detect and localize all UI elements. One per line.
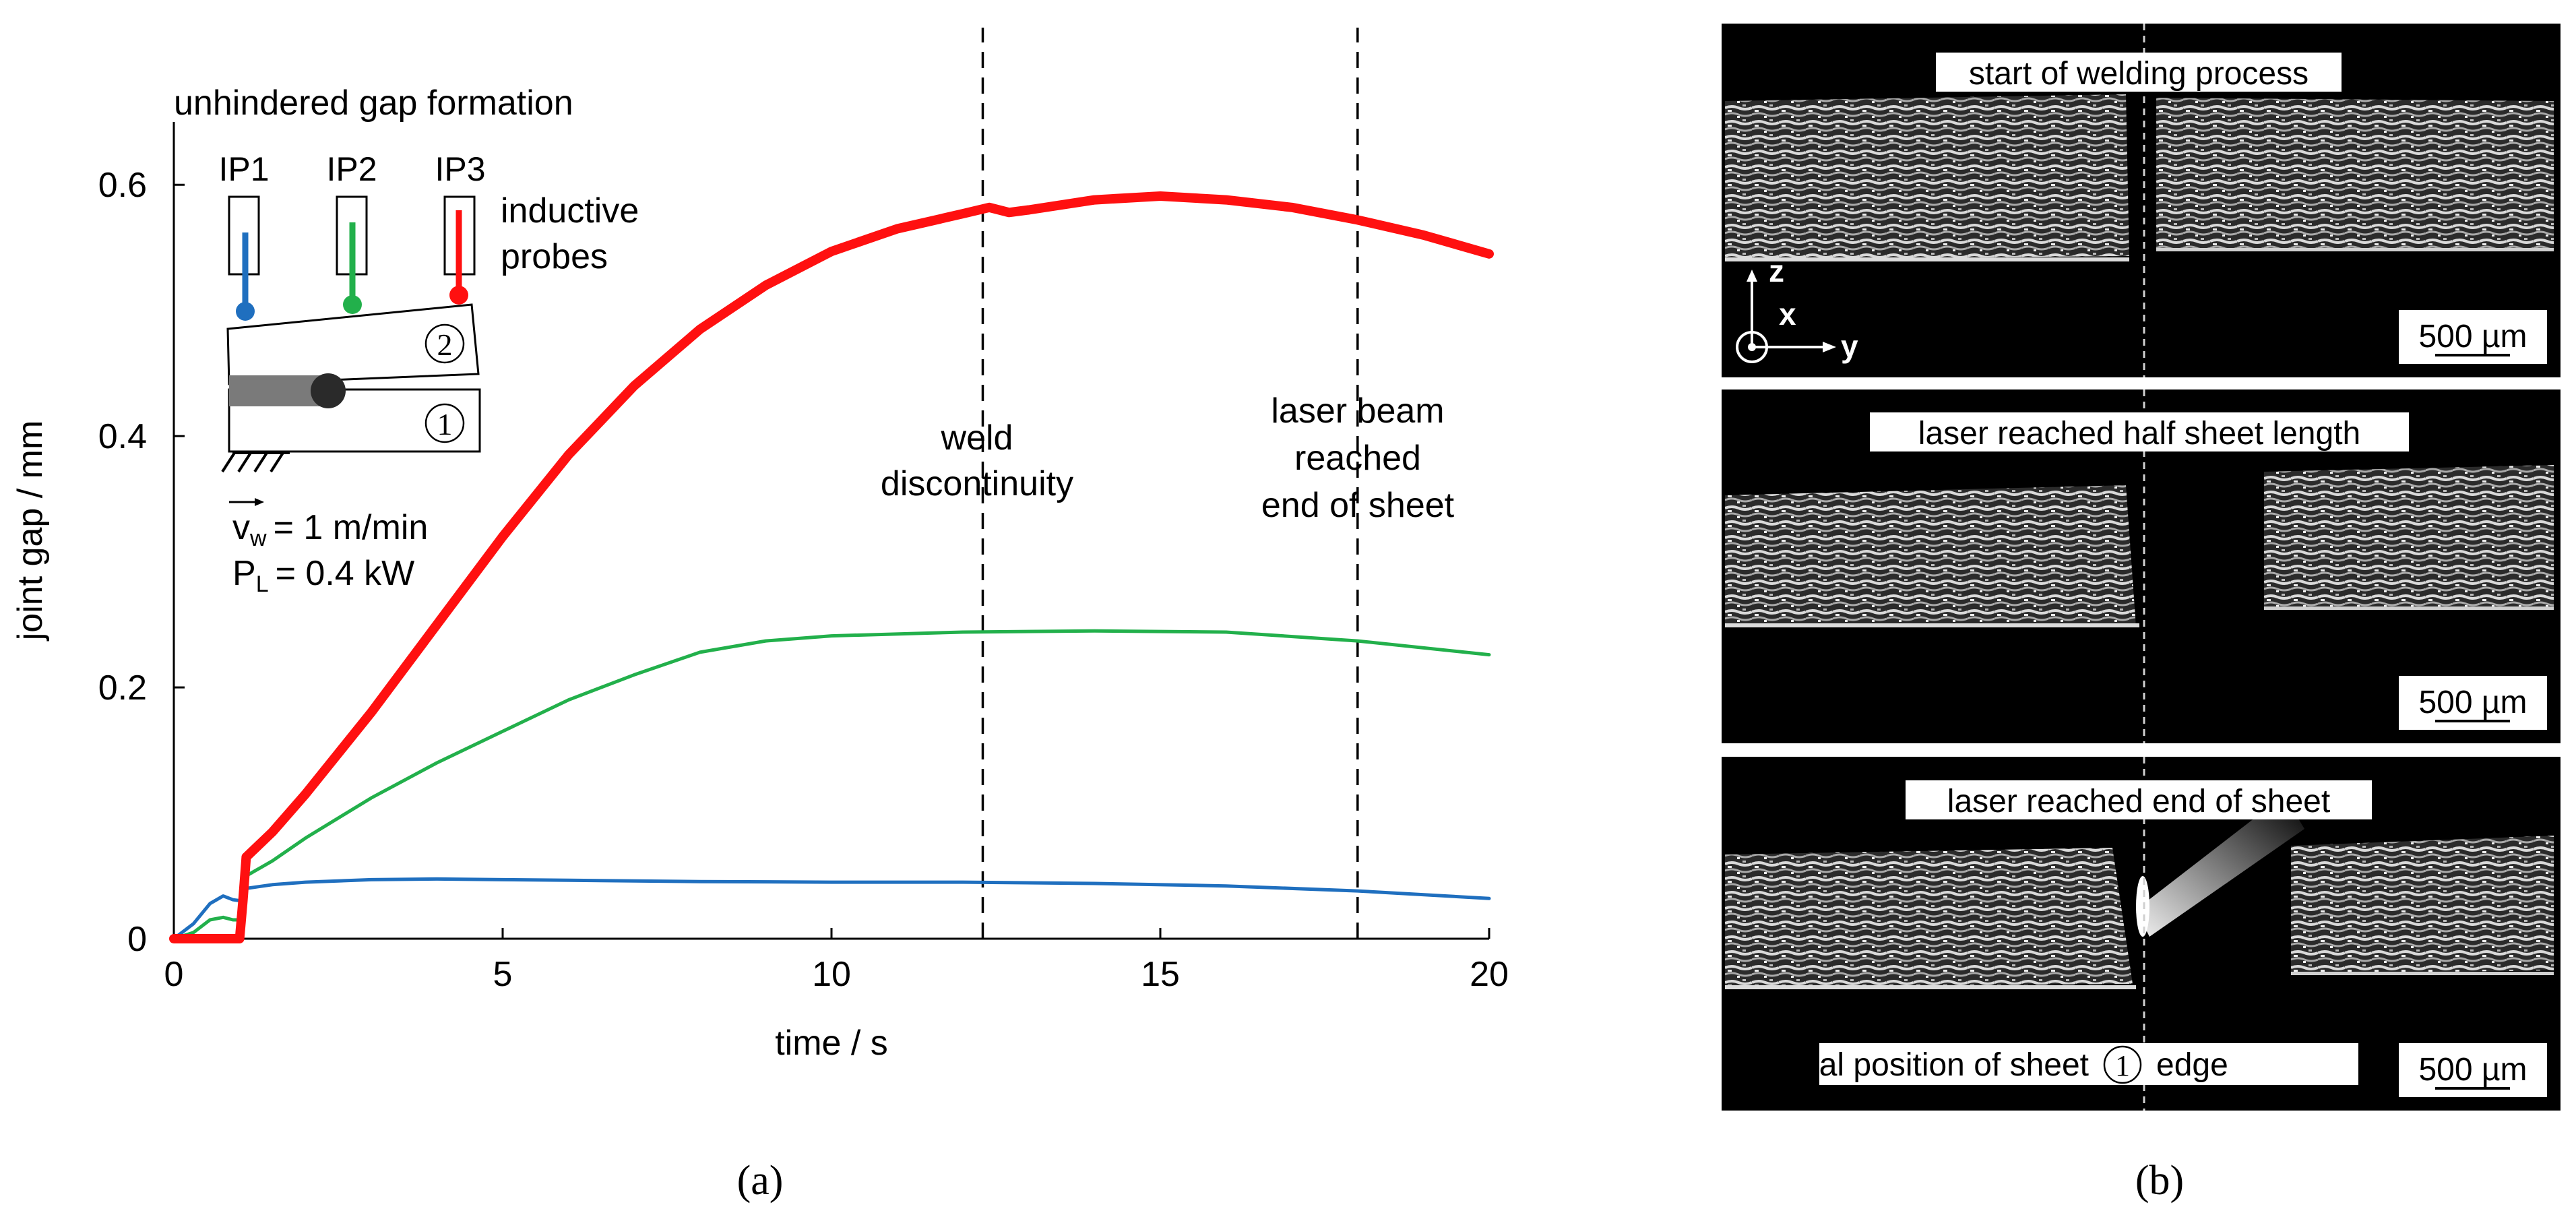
sheet-edge-left-2 [1725,623,2139,627]
clamp-hatching [221,451,290,473]
y-axis-label: joint gap / mm [11,420,50,642]
caption-3: laser reached end of sheet [1947,784,2330,819]
weld-spot [311,373,346,408]
y-tick-label: 0.2 [98,668,147,708]
scale-label-3: 500 µm [2418,1052,2527,1088]
sheet-1-marker [425,403,465,443]
bottom-caption-num: 1 [2115,1049,2130,1082]
y-tick-label: 0.4 [98,417,147,456]
x-tick-label: 20 [1470,955,1509,994]
sheet-edge-right-1 [2156,248,2554,251]
probe-tip-ip2 [343,295,362,314]
series-ip3 [169,191,1494,943]
probe-label-ip2: IP2 [326,150,377,188]
probe-tip-ip1 [236,302,255,321]
panel-a-label: (a) [737,1158,784,1204]
sheet-edge-left-3 [1725,985,2136,989]
caption-box-2 [1870,412,2409,451]
weld-region-left-3 [1725,848,2133,987]
chart-title: unhindered gap formation [174,84,573,123]
sheet-2 [226,303,480,385]
micrograph-end: laser reached end of sheet initial posit… [1722,757,2561,1111]
velocity-text: vw = 1 m/min [232,508,428,551]
bottom-caption-box [1819,1043,2358,1085]
x-axis-label: time / s [775,1024,888,1063]
weld-region-right-3 [2291,836,2554,974]
bottom-caption-sheet-marker [2103,1045,2142,1084]
y-tick-label: 0 [127,920,147,959]
sheet-edge-left-1 [1725,257,2129,261]
sheet-2-marker [425,323,465,364]
x-tick-label: 10 [812,955,851,994]
y-ticks: 0 0.2 0.4 0.6 [98,166,185,959]
sheet-edge-right-2 [2264,606,2554,610]
x-tick-label: 0 [164,955,184,994]
power-text: PL = 0.4 kW [232,554,414,597]
laser-plume [2136,795,2304,937]
laser-end-label-2: reached [1294,439,1421,478]
probe-schematic: IP1 IP2 IP3 inductive probes 2 [218,150,639,597]
caption-2: laser reached half sheet length [1918,416,2360,451]
x-tick-label: 15 [1141,955,1180,994]
weld-region-right-1 [2156,98,2554,251]
micrograph-start: start of welding process z x y 500 µm [1722,24,2561,377]
sheet-edge-right-3 [2291,972,2554,975]
line-chart: unhindered gap formation 0 5 10 15 20 0 0.2 0.… [11,28,1509,1063]
probe-label-ip3: IP3 [435,150,485,188]
weld-region-right-2 [2264,465,2554,610]
caption-1: start of welding process [1969,56,2308,92]
axis-x-label: x [1779,297,1796,332]
weld-region-left-1 [1725,94,2129,259]
sheet-2-number: 2 [437,328,453,362]
sheet-1-number: 1 [437,407,453,441]
axis-y-label: y [1841,329,1858,364]
y-tick-label: 0.6 [98,166,147,205]
weld-discontinuity-label-1: weld [941,418,1013,458]
series-ip2 [172,629,1491,941]
inductive-label: inductive [501,191,639,230]
laser-spot [2136,876,2149,937]
axis-z-label: z [1769,253,1784,288]
laser-end-label-3: end of sheet [1261,486,1455,525]
panel-b-label: (b) [2135,1158,2184,1204]
bottom-caption-pre: initial position of sheet [1771,1047,2089,1083]
probes-label: probes [501,237,608,276]
x-tick-label: 5 [493,955,513,994]
weld-discontinuity-label-2: discontinuity [881,464,1073,503]
velocity-arrowhead [255,498,264,506]
weld-region-left-2 [1725,485,2136,627]
series-ip1 [172,877,1491,941]
bottom-caption-post: edge [2156,1047,2228,1083]
micrograph-half: laser reached half sheet length 500 µm [1722,390,2561,743]
x-ticks: 0 5 10 15 20 [164,928,1509,994]
scale-label-1: 500 µm [2418,319,2527,354]
scale-label-2: 500 µm [2418,685,2527,720]
caption-box-3 [1906,780,2372,819]
caption-box-1 [1936,53,2342,92]
probe-label-ip1: IP1 [218,150,269,188]
series-lines [169,191,1494,943]
probe-tip-ip3 [449,286,468,305]
coordinate-axes: z x y [1736,253,1858,364]
laser-end-label-1: laser beam [1271,392,1444,431]
